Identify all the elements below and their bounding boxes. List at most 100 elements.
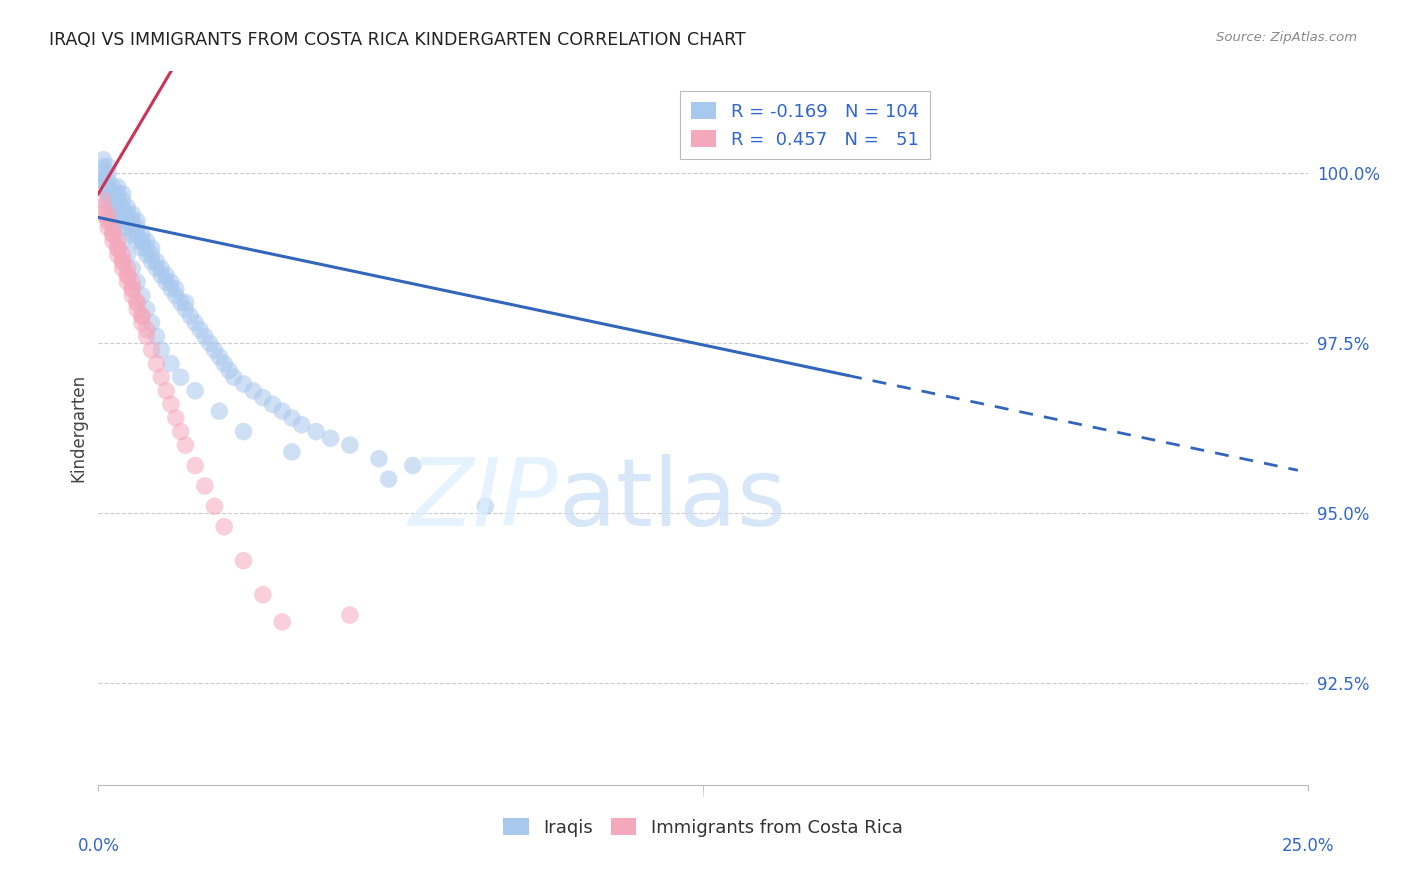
Point xyxy=(107,180,129,194)
Point xyxy=(107,248,129,262)
Text: 25.0%: 25.0% xyxy=(1281,837,1334,855)
Point xyxy=(117,268,139,283)
Point xyxy=(101,227,124,242)
Point xyxy=(121,207,143,221)
Point xyxy=(111,234,134,248)
Point xyxy=(107,220,129,235)
Point xyxy=(91,160,114,174)
Point xyxy=(111,261,134,276)
Point xyxy=(107,207,129,221)
Point xyxy=(262,397,284,411)
Point xyxy=(121,227,143,242)
Point xyxy=(188,323,211,337)
Point xyxy=(121,220,143,235)
Point xyxy=(174,438,197,452)
Point xyxy=(290,417,312,432)
Point xyxy=(155,268,177,283)
Point xyxy=(184,458,207,473)
Point xyxy=(97,186,120,201)
Point xyxy=(117,248,139,262)
Point xyxy=(131,241,153,255)
Point xyxy=(117,268,139,283)
Point xyxy=(101,220,124,235)
Point xyxy=(127,220,149,235)
Point xyxy=(252,588,274,602)
Point xyxy=(111,214,134,228)
Point xyxy=(169,425,191,439)
Point xyxy=(101,200,124,214)
Point xyxy=(150,268,173,283)
Point xyxy=(165,411,187,425)
Point xyxy=(127,234,149,248)
Point xyxy=(121,214,143,228)
Point xyxy=(271,615,294,629)
Point xyxy=(127,214,149,228)
Point xyxy=(150,343,173,357)
Point xyxy=(97,173,120,187)
Point xyxy=(184,316,207,330)
Point xyxy=(281,411,304,425)
Point xyxy=(91,173,114,187)
Point xyxy=(135,329,157,343)
Point xyxy=(107,214,129,228)
Point xyxy=(155,384,177,398)
Point xyxy=(117,275,139,289)
Point xyxy=(117,200,139,214)
Point xyxy=(135,302,157,317)
Text: ZIP: ZIP xyxy=(408,454,558,545)
Point xyxy=(91,173,114,187)
Point xyxy=(135,248,157,262)
Point xyxy=(107,186,129,201)
Point xyxy=(204,500,226,514)
Point xyxy=(368,451,391,466)
Point xyxy=(101,194,124,208)
Point xyxy=(160,275,183,289)
Point xyxy=(97,194,120,208)
Point xyxy=(97,186,120,201)
Point xyxy=(174,302,197,317)
Point xyxy=(252,391,274,405)
Point xyxy=(165,282,187,296)
Point xyxy=(91,180,114,194)
Point xyxy=(145,357,167,371)
Point xyxy=(111,254,134,268)
Point xyxy=(101,234,124,248)
Point xyxy=(97,160,120,174)
Point xyxy=(101,186,124,201)
Text: atlas: atlas xyxy=(558,453,786,546)
Point xyxy=(121,282,143,296)
Point xyxy=(131,309,153,323)
Point xyxy=(91,194,114,208)
Point xyxy=(111,254,134,268)
Point xyxy=(121,288,143,302)
Point xyxy=(117,214,139,228)
Point xyxy=(135,241,157,255)
Point xyxy=(131,227,153,242)
Point xyxy=(212,357,235,371)
Point xyxy=(141,241,163,255)
Point xyxy=(131,316,153,330)
Point xyxy=(111,207,134,221)
Point xyxy=(107,241,129,255)
Point xyxy=(150,370,173,384)
Point xyxy=(141,254,163,268)
Legend: Iraqis, Immigrants from Costa Rica: Iraqis, Immigrants from Costa Rica xyxy=(496,811,910,844)
Point xyxy=(121,261,143,276)
Point xyxy=(194,479,217,493)
Point xyxy=(127,302,149,317)
Point xyxy=(232,554,254,568)
Point xyxy=(101,227,124,242)
Point xyxy=(117,207,139,221)
Point xyxy=(208,350,231,364)
Point xyxy=(212,519,235,533)
Point xyxy=(101,180,124,194)
Text: 0.0%: 0.0% xyxy=(77,837,120,855)
Point xyxy=(127,295,149,310)
Point xyxy=(184,384,207,398)
Point xyxy=(127,275,149,289)
Point xyxy=(135,323,157,337)
Text: Source: ZipAtlas.com: Source: ZipAtlas.com xyxy=(1216,31,1357,45)
Point xyxy=(198,336,221,351)
Point xyxy=(117,220,139,235)
Point xyxy=(160,397,183,411)
